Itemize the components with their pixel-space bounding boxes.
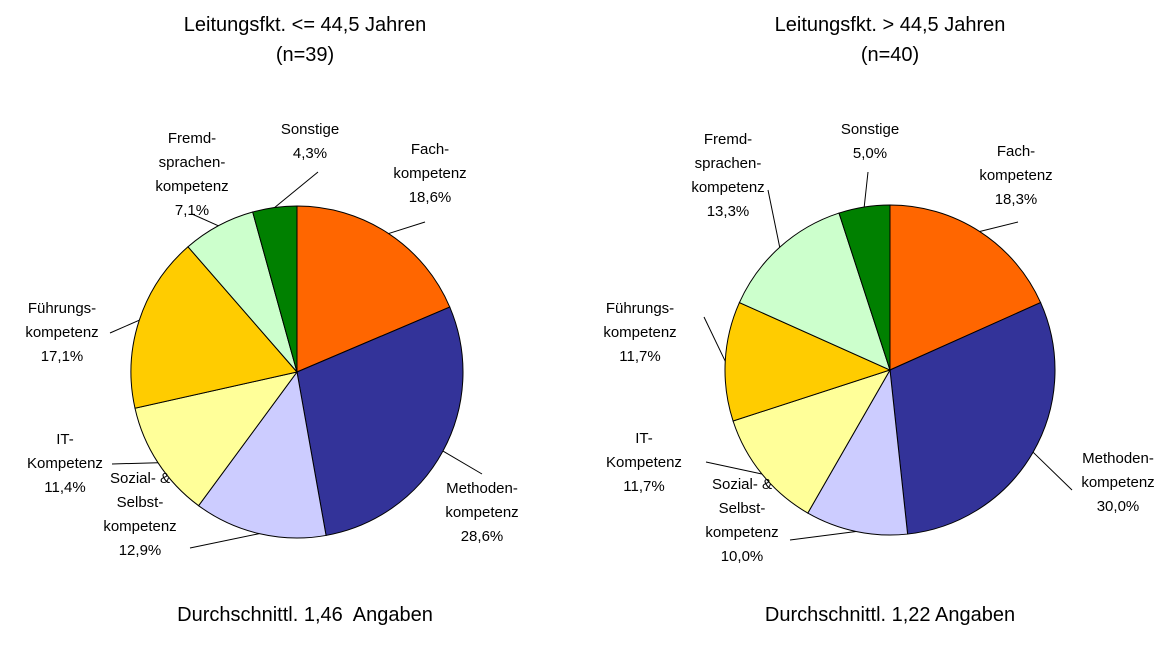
- footnote: Durchschnittl. 1,46 Angaben: [177, 604, 433, 626]
- slice-label: Fremd- sprachen- kompetenz 7,1%: [155, 127, 228, 223]
- pie-slice: [134, 371, 299, 507]
- value-label: 28,6%: [460, 528, 504, 545]
- chart-title: Leitungsfkt. > 44,5 Jahren: [774, 14, 1006, 36]
- slice-label: Sozial- & Selbst- kompetenz 12,9%: [103, 467, 176, 563]
- value-label: 11,4%: [44, 479, 86, 496]
- category-label: Führungs- kompetenz: [25, 300, 99, 341]
- pie-slice: [130, 246, 298, 409]
- slice-label: IT- Kompetenz 11,4%: [27, 428, 103, 500]
- pie-slice: [252, 205, 298, 373]
- value-label: 5,0%: [852, 145, 888, 162]
- slice-label: IT- Kompetenz 11,7%: [606, 427, 682, 499]
- leader-line: [863, 171, 869, 208]
- slice-label: Methoden- kompetenz 30,0%: [1081, 447, 1154, 519]
- slice-label: Sonstige 5,0%: [841, 118, 899, 166]
- leader-line: [111, 462, 158, 465]
- leader-line: [1032, 451, 1073, 491]
- leader-line: [703, 316, 726, 362]
- leader-line: [109, 319, 140, 334]
- leader-line: [191, 213, 219, 227]
- pie-slice: [889, 204, 1042, 371]
- chart-title: Leitungsfkt. <= 44,5 Jahren: [183, 14, 427, 36]
- category-label: Methoden- kompetenz: [445, 480, 519, 521]
- value-label: 10,0%: [720, 548, 764, 565]
- chart-subtitle: (n=40): [860, 44, 920, 66]
- category-label: Fremd- sprachen- kompetenz: [691, 131, 765, 196]
- pie-slice: [738, 212, 891, 371]
- slice-label: Methoden- kompetenz 28,6%: [445, 477, 518, 549]
- category-label: IT- Kompetenz: [27, 431, 103, 472]
- value-label: 11,7%: [619, 348, 661, 365]
- category-label: Sonstige: [280, 121, 340, 138]
- leader-line: [442, 450, 483, 475]
- value-label: 12,9%: [118, 542, 162, 559]
- leader-line: [705, 461, 762, 475]
- category-label: IT- Kompetenz: [606, 430, 682, 471]
- leader-line: [189, 533, 260, 549]
- slice-label: Fach- kompetenz 18,6%: [393, 138, 466, 210]
- category-label: Sozial- & Selbst- kompetenz: [103, 470, 177, 535]
- category-label: Fach- kompetenz: [393, 141, 467, 182]
- value-label: 18,3%: [994, 191, 1038, 208]
- category-label: Fach- kompetenz: [979, 143, 1053, 184]
- pie-slice: [838, 204, 891, 371]
- leader-line: [767, 189, 781, 248]
- slice-label: Sozial- & Selbst- kompetenz 10,0%: [705, 473, 778, 569]
- category-label: Methoden- kompetenz: [1081, 450, 1155, 491]
- pie-slice: [296, 306, 464, 537]
- value-label: 11,7%: [623, 478, 665, 495]
- category-label: Fremd- sprachen- kompetenz: [155, 130, 229, 195]
- value-label: 30,0%: [1096, 498, 1140, 515]
- pie-slice: [724, 301, 892, 422]
- slice-label: Fach- kompetenz 18,3%: [979, 140, 1052, 212]
- slice-label: Sonstige 4,3%: [281, 118, 339, 166]
- value-label: 7,1%: [174, 202, 210, 219]
- category-label: Sonstige: [840, 121, 900, 138]
- leader-line: [388, 221, 426, 235]
- value-label: 4,3%: [292, 145, 328, 162]
- slice-label: Fremd- sprachen- kompetenz 13,3%: [691, 128, 764, 224]
- leader-line: [789, 530, 857, 541]
- leader-line: [979, 221, 1019, 233]
- leader-line: [274, 171, 319, 208]
- slice-label: Führungs- kompetenz 17,1%: [25, 297, 98, 369]
- value-label: 18,6%: [408, 189, 452, 206]
- value-label: 13,3%: [706, 203, 750, 220]
- category-label: Führungs- kompetenz: [603, 300, 677, 341]
- pie-slice: [732, 369, 892, 514]
- pie-slice: [197, 370, 327, 539]
- slice-label: Führungs- kompetenz 11,7%: [603, 297, 676, 369]
- category-label: Sozial- & Selbst- kompetenz: [705, 476, 779, 541]
- footnote: Durchschnittl. 1,22 Angaben: [764, 604, 1016, 626]
- chart-subtitle: (n=39): [275, 44, 335, 66]
- pie-slice: [296, 205, 451, 373]
- pie-slice: [889, 301, 1056, 535]
- value-label: 17,1%: [40, 348, 84, 365]
